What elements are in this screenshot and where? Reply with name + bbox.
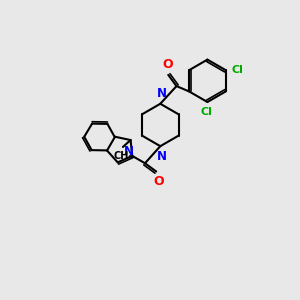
Text: O: O bbox=[162, 58, 173, 71]
Text: CH₃: CH₃ bbox=[113, 151, 133, 161]
Text: N: N bbox=[157, 150, 167, 163]
Text: Cl: Cl bbox=[201, 107, 213, 117]
Text: Cl: Cl bbox=[231, 65, 243, 75]
Text: N: N bbox=[124, 145, 134, 158]
Text: O: O bbox=[153, 175, 164, 188]
Text: N: N bbox=[157, 87, 167, 100]
